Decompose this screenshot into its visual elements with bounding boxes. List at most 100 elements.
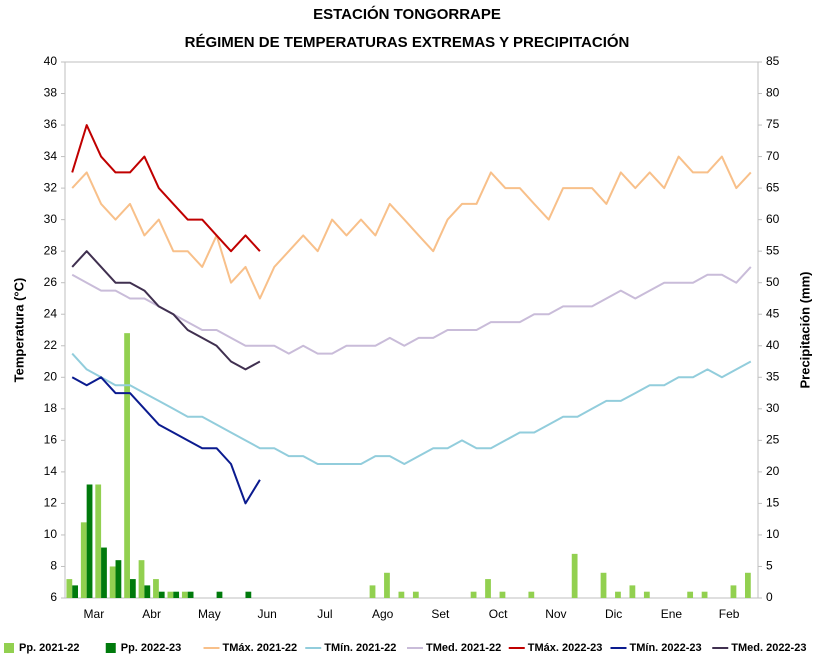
- precip-bar: [629, 585, 636, 598]
- legend-swatch: [4, 643, 14, 653]
- chart-subtitle: RÉGIMEN DE TEMPERATURAS EXTREMAS Y PRECI…: [185, 33, 630, 51]
- y-tick-label: 8: [50, 559, 57, 573]
- precip-bar: [528, 591, 535, 598]
- precip-bar: [369, 585, 376, 598]
- y-tick-label: 14: [44, 464, 58, 478]
- y2-tick-label: 20: [766, 464, 780, 478]
- precip-bar: [412, 591, 419, 598]
- precip-bar: [80, 522, 87, 598]
- precip-bar: [187, 591, 194, 598]
- precip-bar: [745, 572, 751, 598]
- temperature-line: [71, 124, 261, 253]
- y2-tick-label: 55: [766, 243, 780, 257]
- plot-frame: [64, 61, 759, 599]
- y-tick-label: 12: [44, 496, 58, 510]
- precip-bar: [72, 585, 78, 598]
- precip-bar: [173, 591, 180, 598]
- precip-bar: [167, 591, 174, 598]
- precip-bar: [615, 591, 621, 598]
- y-tick-label: 6: [50, 590, 57, 604]
- precip-bar: [730, 585, 737, 598]
- y-tick-label: 38: [44, 86, 58, 100]
- x-tick-label: May: [198, 607, 221, 621]
- precip-bar: [398, 591, 405, 598]
- precip-bar: [216, 591, 223, 598]
- y2-tick-label: 85: [766, 54, 780, 68]
- precip-bar: [124, 333, 130, 598]
- x-tick-label: Jun: [257, 607, 276, 621]
- legend-label: TMáx. 2021-22: [223, 642, 298, 654]
- y2-tick-label: 60: [766, 212, 780, 226]
- y-tick-label: 34: [44, 149, 58, 163]
- x-tick-label: Mar: [84, 607, 105, 621]
- precip-bar: [115, 560, 122, 598]
- precip-bar: [158, 591, 165, 598]
- precip-bar: [571, 553, 578, 598]
- precip-bar: [245, 591, 252, 598]
- x-tick-label: Set: [431, 607, 450, 621]
- y-tick-label: 16: [44, 433, 58, 447]
- y-tick-label: 18: [44, 401, 58, 415]
- x-tick-label: Dic: [605, 607, 622, 621]
- y-tick-label: 24: [44, 306, 58, 320]
- precip-bar: [138, 560, 145, 598]
- y-tick-label: 22: [44, 338, 58, 352]
- precip-bar: [181, 591, 188, 598]
- precip-bar: [95, 484, 102, 598]
- y2-tick-label: 15: [766, 496, 780, 510]
- precip-bar: [109, 566, 116, 598]
- y2-tick-label: 35: [766, 369, 780, 383]
- legend-label: TMín. 2022-23: [630, 642, 702, 654]
- chart-title: ESTACIÓN TONGORRAPE: [313, 5, 501, 23]
- y2-tick-label: 65: [766, 180, 780, 194]
- y-tick-label: 26: [44, 275, 58, 289]
- x-tick-label: Feb: [719, 607, 740, 621]
- precip-bar: [384, 572, 390, 598]
- precip-bar: [499, 591, 506, 598]
- legend-label: Pp. 2021-22: [19, 642, 80, 654]
- y-tick-label: 28: [44, 243, 58, 257]
- x-tick-label: Nov: [545, 607, 566, 621]
- y-tick-label: 40: [44, 54, 58, 68]
- precip-bar: [485, 579, 491, 598]
- y-tick-label: 30: [44, 212, 58, 226]
- precip-bar: [144, 585, 151, 598]
- y2-tick-label: 10: [766, 527, 780, 541]
- x-tick-label: Abr: [142, 607, 161, 621]
- y2-tick-label: 30: [766, 401, 780, 415]
- precip-bar: [701, 591, 708, 598]
- legend-label: TMáx. 2022-23: [528, 642, 603, 654]
- temperature-line: [71, 155, 752, 300]
- temperature-line: [71, 266, 752, 355]
- y2-tick-label: 25: [766, 433, 780, 447]
- y2-tick-label: 40: [766, 338, 780, 352]
- y2-tick-label: 0: [766, 590, 773, 604]
- y-axis-title: Temperatura (°C): [11, 278, 26, 383]
- temperature-line: [71, 352, 752, 465]
- temperature-line: [71, 250, 261, 371]
- legend-label: Pp. 2022-23: [121, 642, 182, 654]
- y2-tick-label: 5: [766, 559, 773, 573]
- legend-label: TMín. 2021-22: [324, 642, 396, 654]
- legend-swatch: [105, 643, 116, 653]
- x-tick-label: Ago: [372, 607, 394, 621]
- legend-label: TMed. 2021-22: [426, 642, 501, 654]
- precip-bar: [600, 572, 607, 598]
- precip-bar: [66, 579, 73, 598]
- temperature-line: [71, 376, 261, 505]
- precip-bar: [643, 591, 650, 598]
- y-tick-label: 20: [44, 369, 58, 383]
- y2-tick-label: 75: [766, 117, 780, 131]
- precip-bar: [687, 591, 694, 598]
- y2-axis-title: Precipitación (mm): [797, 271, 812, 388]
- precip-bar: [101, 547, 107, 598]
- y-tick-label: 32: [44, 180, 58, 194]
- y2-tick-label: 50: [766, 275, 780, 289]
- x-tick-label: Jul: [317, 607, 332, 621]
- x-tick-label: Ene: [661, 607, 683, 621]
- precip-bar: [153, 579, 159, 598]
- x-tick-label: Oct: [489, 607, 508, 621]
- y-tick-label: 10: [44, 527, 58, 541]
- y-tick-label: 36: [44, 117, 58, 131]
